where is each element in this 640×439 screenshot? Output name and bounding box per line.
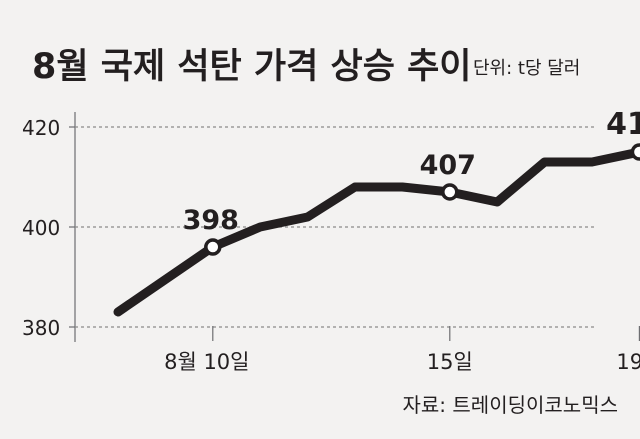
price-series <box>113 147 640 317</box>
data-point-marker <box>204 238 222 256</box>
y-axis: 420 400 380 <box>22 112 76 342</box>
source-label: 자료: 트레이딩이코노믹스 <box>403 393 619 417</box>
y-tick-label: 400 <box>22 216 60 240</box>
y-tick-label: 420 <box>22 116 60 140</box>
data-point-marker <box>441 183 459 201</box>
gridlines <box>75 126 595 328</box>
data-label: 407 <box>420 150 476 181</box>
x-tick-label: 19일 <box>616 350 640 374</box>
x-tick-label: 15일 <box>427 350 473 374</box>
series-line <box>113 147 640 317</box>
x-axis: 8월 10일 15일 19일 <box>164 326 640 374</box>
unit-label: 단위: t당 달러 <box>473 58 580 79</box>
data-point-marker <box>630 143 640 161</box>
chart-title: 8월 국제 석탄 가격 상승 추이 <box>32 47 471 87</box>
y-tick-label: 380 <box>22 316 60 340</box>
x-tick-label: 8월 10일 <box>164 350 249 374</box>
data-markers: 398 407 416 <box>183 107 640 256</box>
data-label: 398 <box>183 205 239 236</box>
data-label: 416 <box>606 107 640 142</box>
